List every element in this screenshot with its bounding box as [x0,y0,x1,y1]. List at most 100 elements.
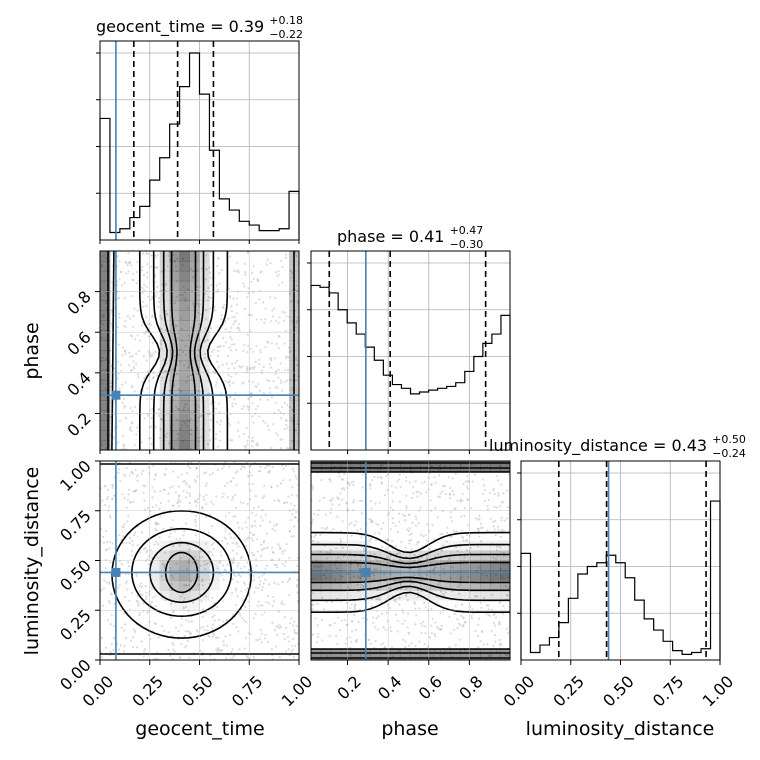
density-cell [159,270,170,282]
sample-point [263,495,266,498]
sample-point [462,482,465,486]
sample-point [256,279,260,282]
sample-point [289,502,293,505]
sample-point [445,540,448,543]
density-cell [159,440,170,450]
sample-point [232,557,235,560]
sample-point [188,583,191,587]
sample-point [205,493,208,496]
sample-point [200,435,204,439]
sample-point [451,589,454,593]
density-cell [380,650,391,660]
sample-point [210,350,213,353]
sample-point [112,636,115,639]
sample-point [147,466,150,469]
sample-point [414,623,417,626]
density-cell [400,461,411,472]
sample-point [180,317,183,320]
sample-point [271,527,274,531]
sample-point [201,584,205,587]
sample-point [160,343,163,346]
sample-point [226,496,229,499]
sample-point [236,521,239,524]
sample-point [268,471,271,474]
sample-point [442,568,445,571]
sample-point [204,318,208,321]
density-cell [199,270,210,282]
sample-point [257,358,261,361]
sample-point [215,284,219,287]
sample-point [131,278,134,281]
sample-point [278,623,281,627]
sample-point [391,517,394,520]
sample-point [116,255,119,258]
sample-point [390,539,394,543]
sample-point [172,648,175,651]
sample-point [291,320,294,323]
sample-point [154,474,157,477]
sample-point [128,541,131,544]
sample-point [155,374,158,377]
sample-point [216,360,219,363]
sample-point [236,595,239,598]
sample-point [285,379,289,382]
sample-point [453,628,456,631]
density-cell [350,461,362,472]
sample-point [330,601,334,604]
sample-point [272,524,275,528]
sample-point [438,474,441,477]
sample-point [185,618,188,622]
sample-point [182,420,185,423]
sample-point [353,613,356,616]
sample-point [454,472,457,475]
sample-point [130,335,133,338]
sample-point [213,601,216,605]
sample-point [179,348,182,351]
sample-point [170,574,173,577]
sample-point [209,654,212,657]
density-cell [460,570,471,581]
sample-point [223,303,226,306]
density-cell [169,360,180,371]
density-cell [179,280,190,292]
density-cell [100,340,111,351]
sample-point [164,599,167,602]
sample-point [266,259,269,262]
sample-point [141,321,144,324]
sample-point [139,592,142,596]
sample-point [361,586,365,589]
sample-point [105,302,108,305]
sample-point [197,575,200,579]
sample-point [278,544,281,547]
sample-point [439,628,442,632]
sample-point [240,465,244,468]
sample-point [161,283,164,286]
sample-point [230,326,233,329]
sample-point [507,505,510,509]
density-cell [169,280,180,292]
sample-point [235,359,239,362]
sample-point [125,637,128,640]
sample-point [361,556,364,559]
sample-point [195,505,198,508]
sample-point [461,492,464,495]
density-cell [159,430,170,441]
sample-point [241,407,244,410]
sample-point [363,549,366,552]
sample-point [141,380,144,383]
sample-point [322,496,325,500]
sample-point [288,530,292,533]
sample-point [221,305,225,309]
sample-point [151,296,154,299]
sample-point [430,484,433,487]
sample-point [242,381,246,384]
density-cell [159,360,170,371]
sample-point [350,603,353,606]
sample-point [287,648,290,651]
sample-point [213,348,216,352]
density-cell [169,590,180,601]
sample-point [145,551,148,554]
sample-point [279,381,283,384]
sample-point [246,439,249,442]
sample-point [271,551,275,554]
